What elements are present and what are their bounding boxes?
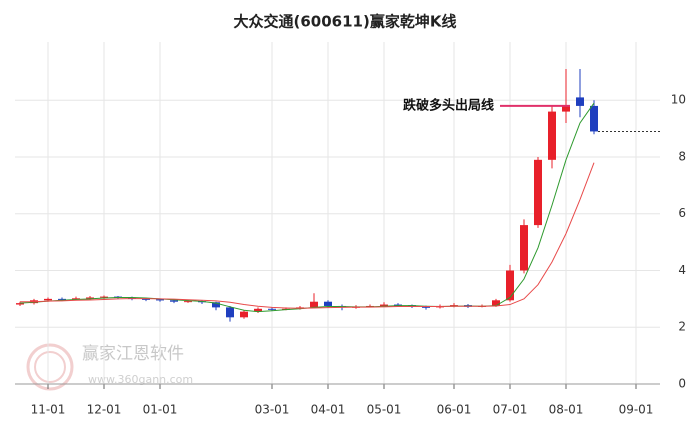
candle-body — [226, 307, 234, 318]
candle-body — [310, 301, 318, 308]
watermark-logo — [26, 343, 74, 391]
chart-title: 大众交通(600611)赢家乾坤K线 — [234, 13, 457, 31]
candle-body — [254, 308, 262, 312]
x-tick-label: 05-01 — [367, 403, 402, 417]
y-tick-label: 8 — [678, 149, 686, 163]
candle-body — [86, 297, 94, 299]
y-tick-label: 10 — [671, 93, 686, 107]
x-tick-label: 09-01 — [619, 403, 654, 417]
candle-body — [156, 299, 164, 301]
candle-body — [72, 298, 80, 300]
y-tick-label: 4 — [678, 263, 686, 277]
candle-body — [548, 111, 556, 160]
y-tick-label: 6 — [678, 206, 686, 220]
candle-body — [58, 298, 66, 300]
candle-body — [450, 305, 458, 307]
candle-body — [44, 298, 52, 301]
watermark-name: 赢家江恩软件 — [82, 344, 184, 364]
y-tick-label: 2 — [678, 320, 686, 334]
candle-body — [520, 225, 528, 271]
x-tick-label: 07-01 — [493, 403, 528, 417]
candle-body — [100, 296, 108, 298]
candle-body — [562, 105, 570, 112]
candle-body — [506, 270, 514, 301]
x-tick-label: 06-01 — [437, 403, 472, 417]
x-tick-label: 01-01 — [143, 403, 178, 417]
candle-body — [380, 304, 388, 306]
candle-body — [394, 304, 402, 306]
candle-body — [212, 302, 220, 308]
candle-body — [184, 301, 192, 303]
candle-body — [142, 298, 150, 300]
watermark-url: www.360gann.com — [88, 373, 193, 386]
x-tick-label: 12-01 — [87, 403, 122, 417]
candle-body — [492, 300, 500, 306]
x-tick-label: 08-01 — [549, 403, 584, 417]
candle-body — [240, 311, 248, 318]
candle-body — [576, 97, 584, 106]
candle-body — [268, 308, 276, 310]
x-tick-label: 04-01 — [311, 403, 346, 417]
y-tick-label: 0 — [678, 377, 686, 391]
x-tick-label: 11-01 — [31, 403, 66, 417]
candle-body — [590, 105, 598, 132]
candle-body — [170, 300, 178, 302]
candle-body — [534, 159, 542, 226]
candle-body — [324, 301, 332, 306]
annotation-text: 跌破多头出局线 — [403, 97, 494, 113]
candle-body — [422, 306, 430, 308]
candle-body — [16, 303, 24, 305]
ma-line — [20, 162, 595, 309]
x-tick-label: 03-01 — [255, 403, 290, 417]
